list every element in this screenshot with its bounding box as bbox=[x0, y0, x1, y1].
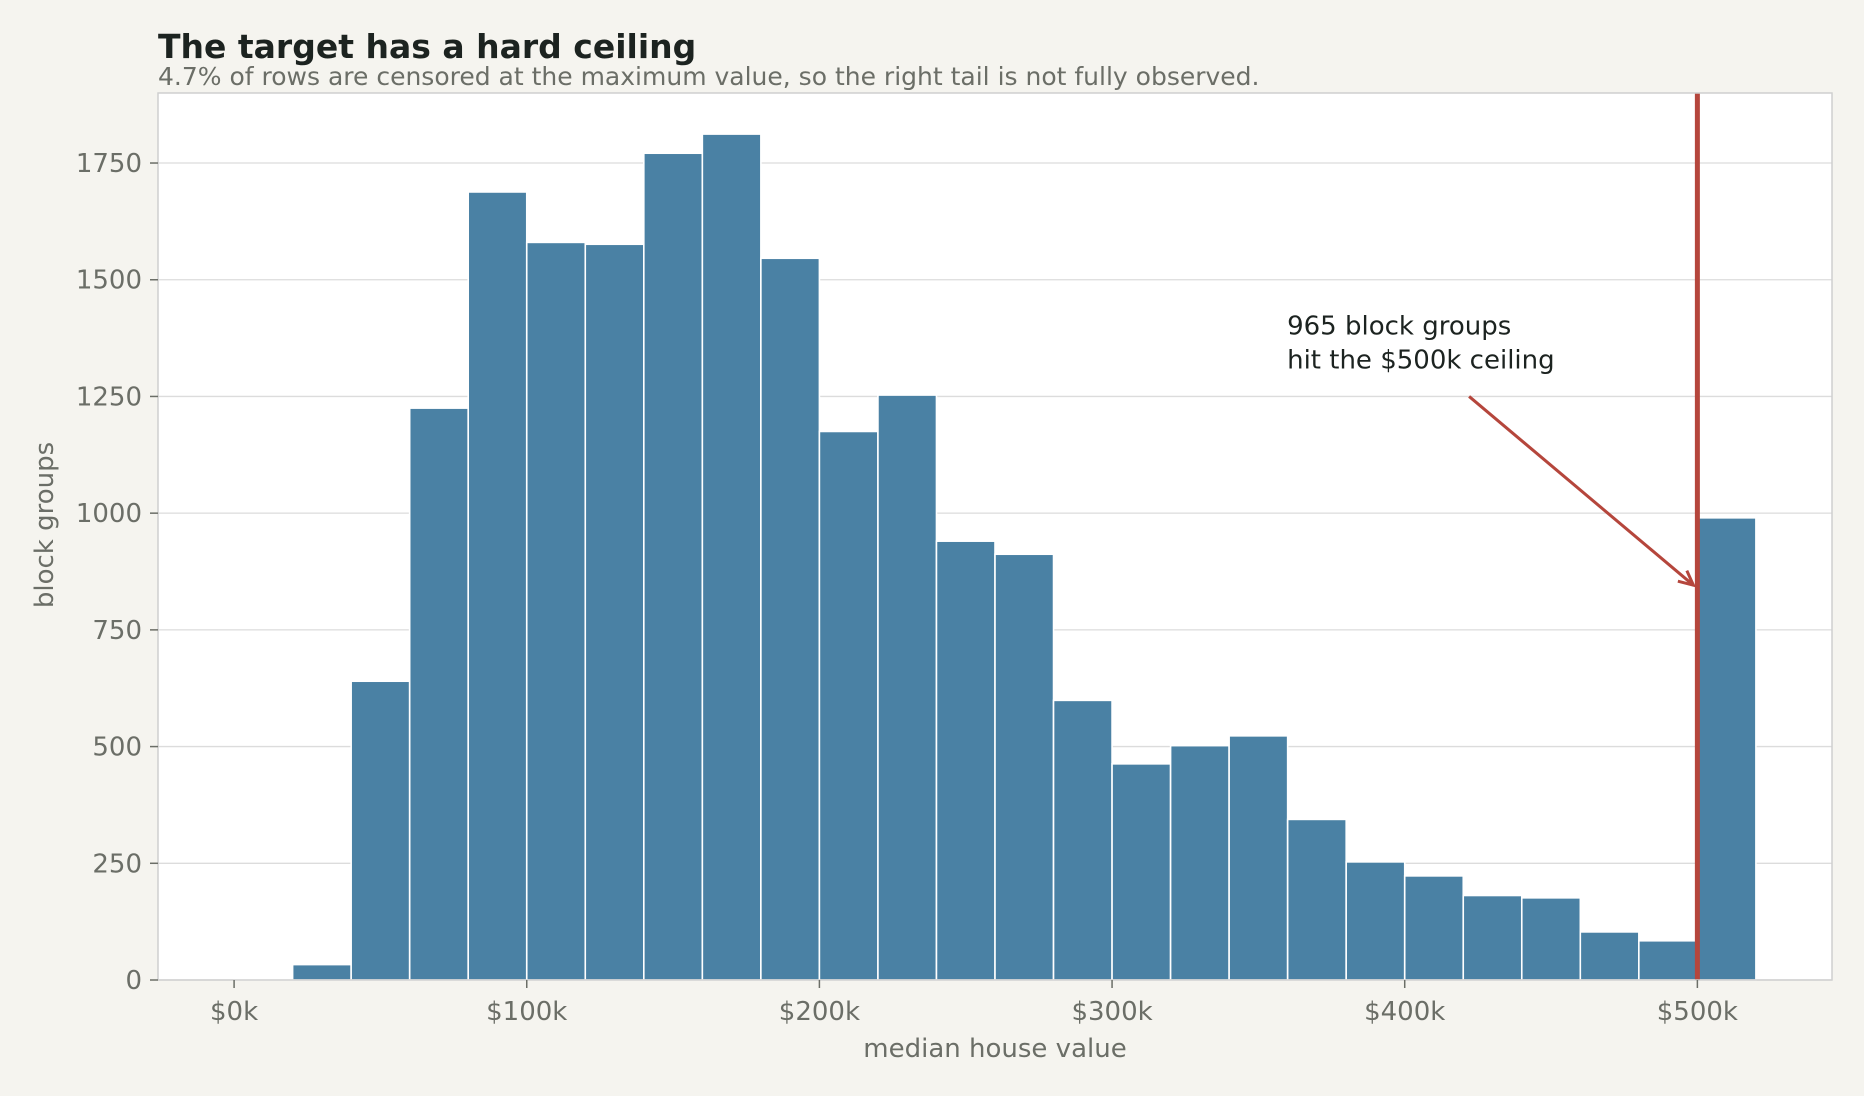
histogram-bar bbox=[701, 133, 762, 981]
histogram-bar bbox=[994, 553, 1055, 981]
histogram-bar bbox=[291, 963, 352, 981]
y-tick-label: 1000 bbox=[76, 499, 142, 529]
histogram-bar bbox=[584, 243, 645, 981]
histogram-bar bbox=[760, 257, 821, 981]
histogram-bar bbox=[1579, 931, 1640, 981]
histogram-bar bbox=[935, 540, 996, 981]
histogram-bar bbox=[1638, 939, 1699, 981]
annotation-text: 965 block groups bbox=[1287, 311, 1511, 341]
histogram-bar bbox=[1228, 735, 1289, 981]
histogram-bar bbox=[1286, 818, 1347, 981]
y-tick-label: 250 bbox=[92, 849, 142, 879]
histogram-bar bbox=[467, 191, 528, 981]
histogram-bar bbox=[525, 241, 587, 981]
axes-frame bbox=[157, 92, 1833, 981]
tick-labels: $0k $100k $200k $300k $400k $500k 0 250 500 750 10… bbox=[76, 149, 1738, 1027]
histogram-bar bbox=[1462, 894, 1523, 981]
histogram-bar bbox=[877, 394, 938, 981]
x-tick-label: $100k bbox=[486, 997, 567, 1027]
y-axis-label: block groups bbox=[30, 442, 60, 608]
x-tick-label: $0k bbox=[210, 997, 258, 1027]
y-tick-label: 1500 bbox=[76, 266, 142, 296]
x-tick-label: $400k bbox=[1364, 997, 1445, 1027]
histogram-bar bbox=[818, 430, 879, 981]
histogram-bar bbox=[408, 407, 470, 981]
x-axis-label: median house value bbox=[863, 1034, 1126, 1064]
histogram-bar bbox=[1403, 875, 1465, 981]
annotation-group: 965 block groups hit the $500k ceiling bbox=[1287, 311, 1697, 588]
histogram-bar bbox=[1520, 897, 1582, 981]
histogram-bar bbox=[1111, 763, 1172, 981]
histogram-bar bbox=[643, 152, 704, 981]
x-tick-label: $200k bbox=[779, 997, 860, 1027]
annotation-arrow-line bbox=[1468, 395, 1695, 587]
histogram-bar bbox=[1696, 517, 1757, 981]
y-tick-label: 500 bbox=[92, 733, 142, 763]
axes bbox=[157, 92, 1833, 981]
histogram-bar bbox=[1169, 744, 1230, 981]
y-tick-label: 1750 bbox=[76, 149, 142, 179]
histogram-bar bbox=[1052, 699, 1113, 981]
annotation-arrow-head bbox=[1677, 569, 1697, 588]
x-tick-label: $500k bbox=[1657, 997, 1738, 1027]
annotation-text: hit the $500k ceiling bbox=[1287, 345, 1555, 375]
y-tick-label: 1250 bbox=[76, 382, 142, 412]
histogram-bar bbox=[350, 680, 411, 981]
chart-subtitle: 4.7% of rows are censored at the maximum… bbox=[158, 62, 1260, 91]
histogram-bars bbox=[233, 133, 1757, 981]
y-tick-label: 750 bbox=[92, 616, 142, 646]
histogram-bar bbox=[1345, 861, 1406, 981]
chart-title: The target has a hard ceiling bbox=[158, 27, 696, 66]
y-tick-label: 0 bbox=[125, 966, 142, 996]
x-tick-label: $300k bbox=[1071, 997, 1152, 1027]
